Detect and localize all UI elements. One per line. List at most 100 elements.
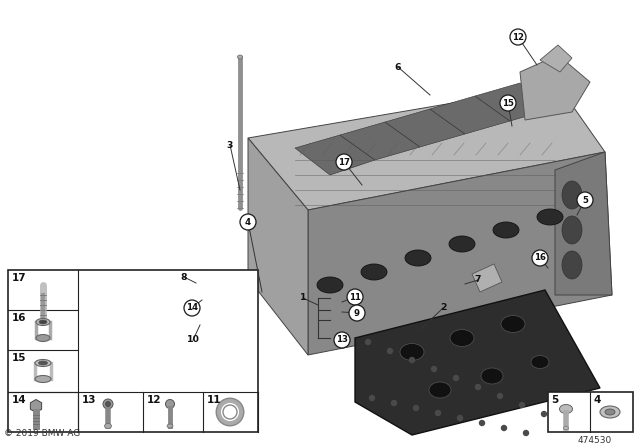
Circle shape	[365, 340, 371, 345]
Polygon shape	[520, 55, 590, 120]
Text: 13: 13	[82, 395, 97, 405]
Ellipse shape	[531, 356, 549, 369]
Circle shape	[510, 29, 526, 45]
Text: 8: 8	[180, 272, 188, 281]
Text: 5: 5	[582, 195, 588, 204]
Ellipse shape	[36, 335, 50, 341]
Circle shape	[532, 250, 548, 266]
Circle shape	[479, 421, 484, 426]
Text: 14: 14	[186, 303, 198, 313]
Circle shape	[431, 366, 436, 371]
Circle shape	[336, 154, 352, 170]
Ellipse shape	[449, 236, 475, 252]
Circle shape	[454, 375, 458, 380]
Ellipse shape	[237, 55, 243, 59]
Circle shape	[563, 421, 568, 426]
Circle shape	[392, 401, 397, 405]
Circle shape	[500, 95, 516, 111]
Ellipse shape	[562, 181, 582, 209]
Polygon shape	[475, 83, 555, 121]
Ellipse shape	[537, 209, 563, 225]
Text: 9: 9	[354, 309, 360, 318]
Text: 5: 5	[551, 395, 558, 405]
Ellipse shape	[559, 405, 573, 414]
Circle shape	[410, 358, 415, 362]
Polygon shape	[188, 270, 214, 302]
Circle shape	[520, 402, 525, 408]
Ellipse shape	[481, 368, 503, 384]
Ellipse shape	[35, 375, 51, 383]
Ellipse shape	[36, 319, 50, 326]
Ellipse shape	[183, 330, 193, 338]
Circle shape	[497, 393, 502, 399]
Ellipse shape	[562, 216, 582, 244]
Ellipse shape	[429, 382, 451, 398]
Text: 17: 17	[338, 158, 350, 167]
Text: 474530: 474530	[578, 436, 612, 445]
Text: 16: 16	[12, 313, 26, 323]
Text: 7: 7	[475, 276, 481, 284]
Text: 4: 4	[593, 395, 600, 405]
Ellipse shape	[39, 320, 47, 324]
Text: 11: 11	[349, 293, 361, 302]
Ellipse shape	[166, 400, 175, 409]
Circle shape	[458, 415, 463, 421]
Text: 3: 3	[227, 141, 233, 150]
Ellipse shape	[405, 250, 431, 266]
Circle shape	[577, 192, 593, 208]
Bar	[8, 270, 258, 432]
Ellipse shape	[600, 406, 620, 418]
Circle shape	[184, 300, 200, 316]
Circle shape	[476, 384, 481, 389]
Polygon shape	[248, 85, 605, 210]
Text: 13: 13	[336, 336, 348, 345]
Circle shape	[502, 426, 506, 431]
Ellipse shape	[317, 277, 343, 293]
Circle shape	[349, 305, 365, 321]
Ellipse shape	[38, 361, 47, 365]
Circle shape	[347, 289, 363, 305]
Circle shape	[387, 349, 392, 353]
Circle shape	[334, 332, 350, 348]
Circle shape	[524, 431, 529, 435]
Polygon shape	[248, 138, 308, 355]
Text: 4: 4	[245, 217, 251, 227]
Ellipse shape	[605, 409, 615, 415]
Text: © 2019 BMW AG: © 2019 BMW AG	[4, 429, 80, 438]
Bar	[548, 392, 633, 432]
Text: 12: 12	[147, 395, 161, 405]
Circle shape	[541, 412, 547, 417]
Text: 17: 17	[12, 273, 27, 283]
Text: 15: 15	[12, 353, 26, 363]
Ellipse shape	[35, 359, 51, 366]
Polygon shape	[472, 264, 502, 292]
Polygon shape	[295, 135, 375, 175]
Ellipse shape	[103, 399, 113, 409]
Ellipse shape	[400, 344, 424, 361]
Circle shape	[435, 410, 440, 415]
Ellipse shape	[501, 315, 525, 332]
Polygon shape	[355, 290, 600, 435]
Circle shape	[413, 405, 419, 410]
Circle shape	[240, 214, 256, 230]
Polygon shape	[555, 152, 612, 295]
Text: 11: 11	[207, 395, 221, 405]
Polygon shape	[430, 96, 510, 134]
Text: 10: 10	[186, 336, 200, 345]
Ellipse shape	[450, 329, 474, 346]
Text: 6: 6	[395, 63, 401, 72]
Text: 16: 16	[534, 254, 546, 263]
Ellipse shape	[106, 401, 111, 406]
Ellipse shape	[493, 222, 519, 238]
Text: 2: 2	[440, 303, 446, 313]
Text: 14: 14	[12, 395, 27, 405]
Ellipse shape	[104, 423, 111, 428]
Polygon shape	[340, 122, 420, 160]
Text: 15: 15	[502, 99, 514, 108]
Polygon shape	[385, 109, 465, 147]
Polygon shape	[540, 45, 572, 72]
Ellipse shape	[562, 251, 582, 279]
Text: 1: 1	[300, 293, 307, 302]
Ellipse shape	[361, 264, 387, 280]
Circle shape	[369, 396, 374, 401]
